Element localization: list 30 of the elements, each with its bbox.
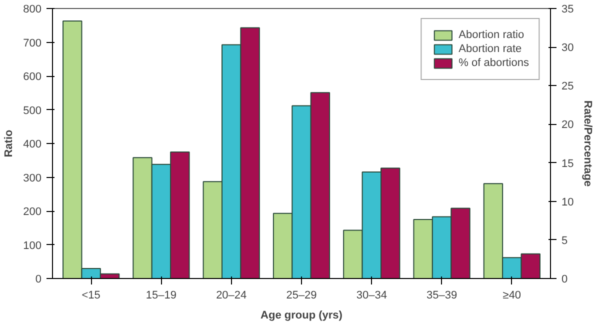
x-tick-label: 35–39 — [426, 290, 458, 302]
y2-tick-label: 5 — [562, 234, 568, 247]
legend-label: Abortion ratio — [458, 29, 524, 41]
y2-tick-label: 15 — [562, 158, 574, 170]
y2-tick-label: 20 — [562, 119, 574, 132]
y-tick-label: 200 — [23, 206, 42, 218]
y2-tick-label: 30 — [562, 42, 574, 54]
y-tick-label: 400 — [23, 138, 42, 150]
x-tick-label: <15 — [82, 290, 100, 302]
y2-axis-title: Rate/Percentage — [582, 100, 594, 187]
x-tick-label: 20–24 — [216, 290, 247, 302]
x-tick-label: 30–34 — [356, 290, 387, 302]
y-axis-title: Ratio — [3, 129, 16, 158]
legend-label: Abortion rate — [458, 43, 522, 55]
y2-tick-label: 35 — [562, 4, 574, 16]
y-tick-label: 100 — [23, 240, 42, 252]
y-tick-label: 300 — [23, 172, 42, 184]
y-tick-label: 500 — [23, 104, 42, 117]
x-tick-label: ≥40 — [502, 290, 522, 302]
y-tick-label: 700 — [23, 37, 42, 50]
x-tick-label: 25–29 — [286, 290, 317, 302]
y2-tick-label: 0 — [562, 274, 568, 286]
y-tick-label: 0 — [35, 274, 42, 286]
y2-tick-label: 25 — [562, 80, 574, 93]
legend-label: % of abortions — [458, 57, 529, 69]
x-axis-title: Age group (yrs) — [260, 310, 343, 322]
x-tick-label: 15–19 — [146, 290, 177, 302]
y2-tick-label: 10 — [562, 196, 574, 208]
y-tick-label: 600 — [23, 71, 42, 83]
y-tick-label: 800 — [23, 4, 42, 16]
